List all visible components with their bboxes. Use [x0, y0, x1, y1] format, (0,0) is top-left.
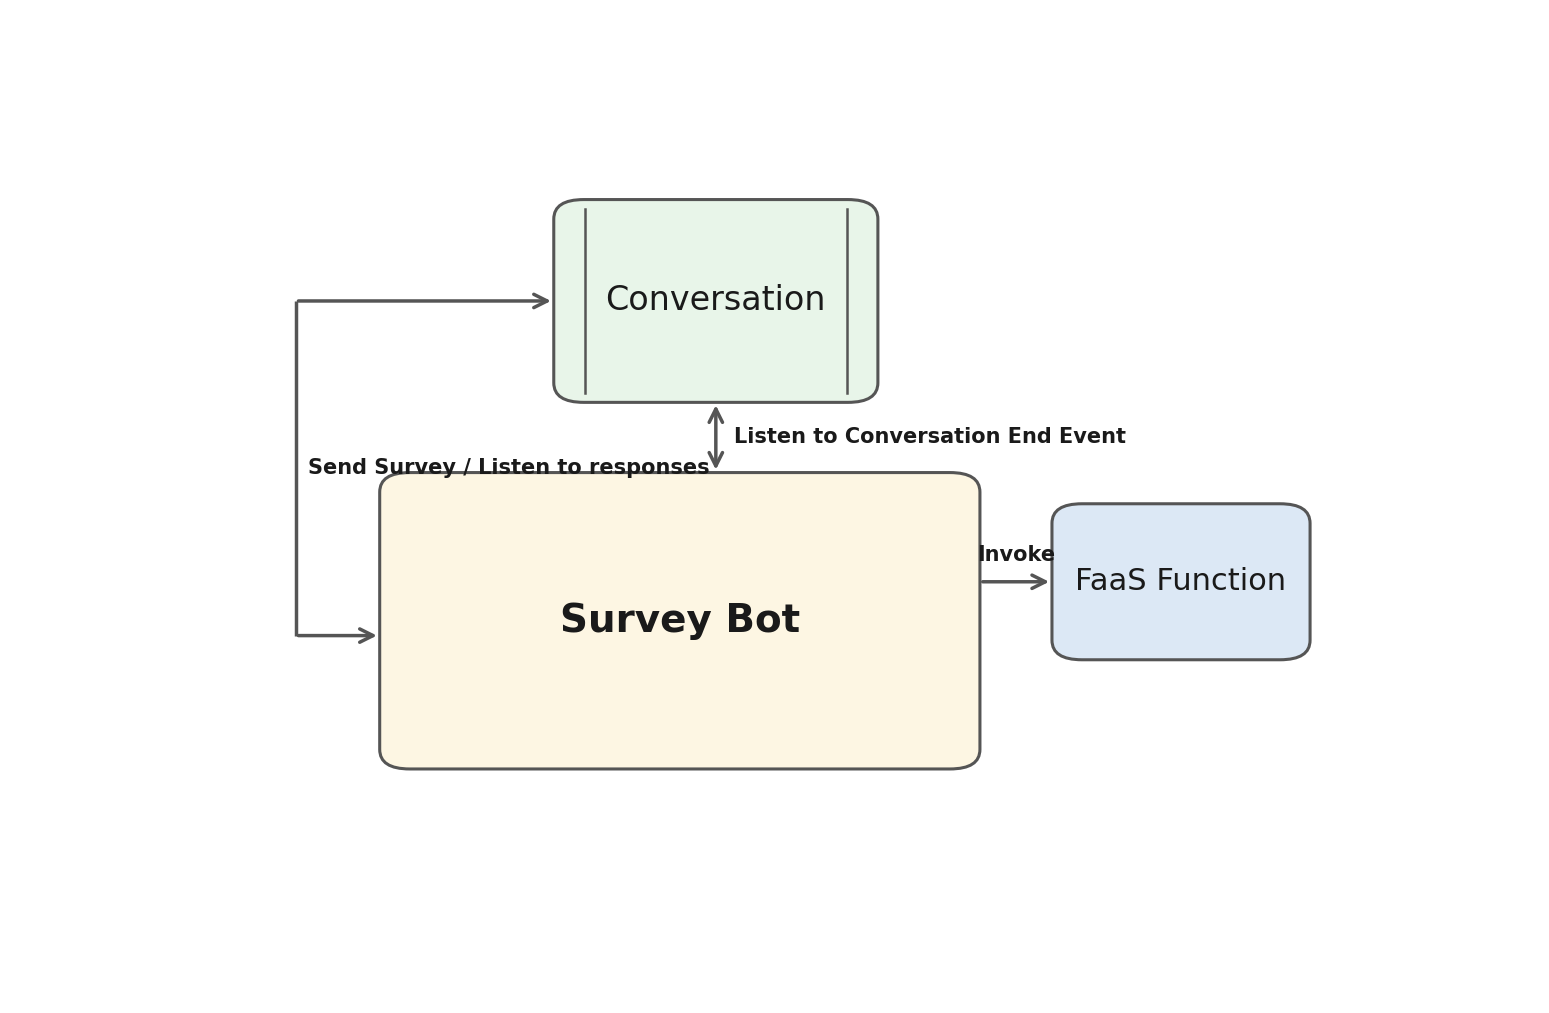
Text: Invoke: Invoke [977, 545, 1055, 564]
Text: Listen to Conversation End Event: Listen to Conversation End Event [734, 427, 1126, 448]
Text: Survey Bot: Survey Bot [559, 602, 799, 640]
Text: FaaS Function: FaaS Function [1075, 567, 1287, 597]
Text: Send Survey / Listen to responses: Send Survey / Listen to responses [308, 458, 709, 478]
FancyBboxPatch shape [1052, 503, 1310, 659]
Text: Conversation: Conversation [606, 285, 826, 317]
FancyBboxPatch shape [555, 200, 878, 402]
FancyBboxPatch shape [380, 472, 981, 769]
